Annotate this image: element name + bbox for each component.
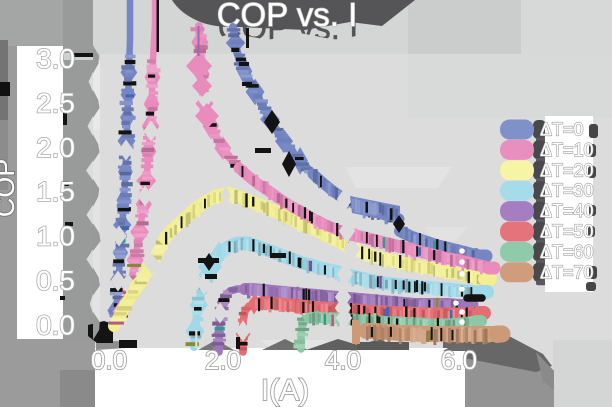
svg-text:1.0: 1.0 (36, 221, 75, 252)
svg-text:ΔT=50: ΔT=50 (540, 222, 594, 242)
svg-text:0.0: 0.0 (91, 345, 127, 375)
svg-text:0.0: 0.0 (36, 309, 75, 340)
svg-text:COP vs. I: COP vs. I (217, 0, 358, 33)
svg-text:ΔT=20: ΔT=20 (540, 160, 594, 180)
svg-text:3.0: 3.0 (36, 43, 75, 74)
svg-text:ΔT=60: ΔT=60 (540, 242, 594, 262)
svg-text:2.0: 2.0 (36, 132, 75, 163)
svg-text:COP: COP (0, 159, 20, 218)
svg-text:2.5: 2.5 (36, 87, 75, 118)
svg-text:ΔT=70: ΔT=70 (540, 262, 594, 282)
svg-text:I(A): I(A) (261, 374, 309, 407)
svg-text:ΔT=10: ΔT=10 (540, 140, 594, 160)
svg-text:COP vs. I: COP vs. I (218, 9, 359, 46)
svg-text:ΔT=30: ΔT=30 (540, 181, 594, 201)
svg-text:4.0: 4.0 (325, 345, 361, 375)
svg-text:ΔT=40: ΔT=40 (540, 201, 594, 221)
svg-text:0.5: 0.5 (36, 265, 75, 296)
svg-text:1.5: 1.5 (36, 176, 75, 207)
svg-text:6.0: 6.0 (441, 345, 477, 375)
svg-text:ΔT=0: ΔT=0 (540, 120, 584, 140)
svg-text:2.0: 2.0 (205, 345, 241, 375)
